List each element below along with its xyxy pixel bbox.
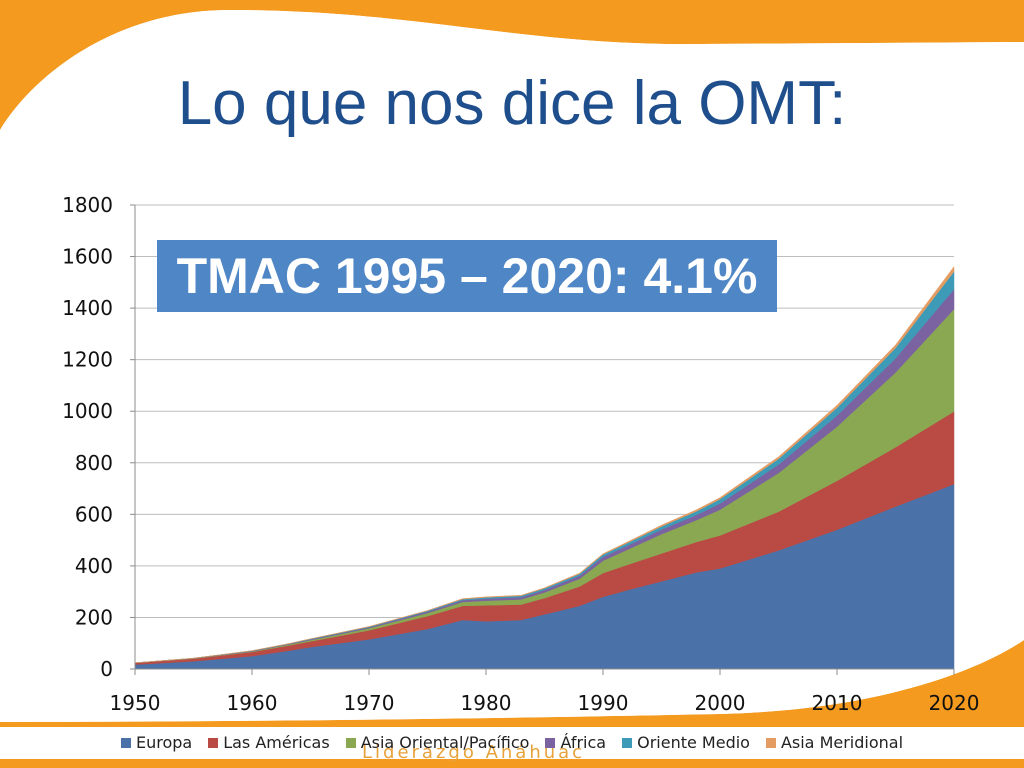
legend-swatch [622, 738, 633, 748]
y-tick-label-400: 400 [75, 554, 113, 578]
legend-label: Europa [135, 733, 193, 752]
y-tick-label-600: 600 [75, 502, 113, 526]
legend-swatch [545, 738, 556, 748]
x-tick-label-1950: 1950 [110, 691, 161, 715]
x-tick-label-1990: 1990 [578, 691, 629, 715]
x-tick-label-2000: 2000 [695, 691, 746, 715]
top-white-curve [0, 10, 1024, 140]
y-tick-label-1200: 1200 [62, 348, 113, 372]
top-orange-band [0, 0, 1024, 130]
x-tick-label-1970: 1970 [344, 691, 395, 715]
y-tick-label-1800: 1800 [62, 193, 113, 217]
legend-swatch [208, 738, 219, 748]
y-tick-label-1400: 1400 [62, 296, 113, 320]
legend-item: Europa [120, 733, 193, 752]
x-tick-label-2020: 2020 [929, 691, 980, 715]
area-asia-meridional [134, 265, 955, 664]
legend-label: Asia Meridional [780, 733, 904, 752]
x-tick-label-1960: 1960 [227, 691, 278, 715]
y-tick-label-1000: 1000 [62, 399, 113, 423]
chart-legend: Europa Las Américas Asia Oriental/Pacífico… [0, 733, 1024, 752]
y-tick-label-1600: 1600 [62, 245, 113, 269]
watermark-text: Liderazgo Anáhuac [362, 742, 586, 763]
y-tick-label-800: 800 [75, 451, 113, 475]
legend-label: Oriente Medio [637, 733, 750, 752]
legend-item: Oriente Medio [622, 733, 750, 752]
y-tick-labels: 0 200 400 600 800 1000 1200 1400 1600 1800 [62, 193, 113, 681]
legend-band [0, 727, 1024, 759]
chart-axes [130, 204, 955, 675]
legend-item: Asia Meridional [765, 733, 904, 752]
x-tick-labels: 1950 1960 1970 1980 1990 2000 2010 2020 [110, 691, 980, 715]
legend-item: Las Américas [208, 733, 330, 752]
legend-label: Las Américas [223, 733, 330, 752]
x-tick-label-1980: 1980 [461, 691, 512, 715]
page-title: Lo que nos dice la OMT: [177, 69, 847, 138]
y-tick-label-200: 200 [75, 605, 113, 629]
chart-areas [134, 265, 955, 670]
legend-swatch [765, 738, 776, 748]
cagr-callout: TMAC 1995 – 2020: 4.1% [157, 240, 777, 312]
legend-swatch [345, 738, 356, 748]
x-tick-label-2010: 2010 [812, 691, 863, 715]
legend-label: Asia Oriental/Pacífico [360, 733, 530, 752]
legend-label: África [560, 733, 607, 752]
y-tick-label-0: 0 [100, 657, 113, 681]
legend-item: Asia Oriental/Pacífico [345, 733, 530, 752]
legend-item: África [545, 733, 606, 752]
legend-swatch [120, 738, 131, 748]
